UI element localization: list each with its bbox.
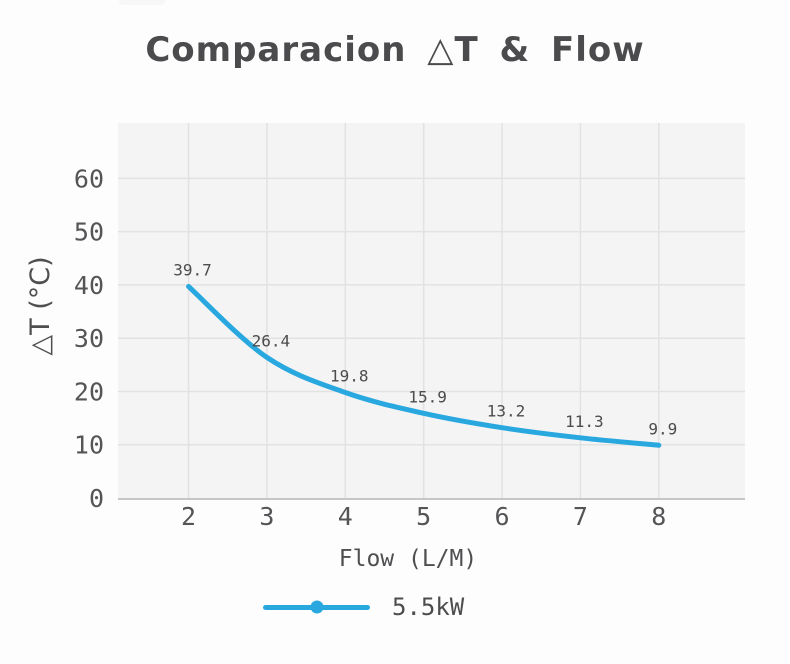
x-tick-label: 4 [338,502,353,531]
x-tick-label: 7 [573,502,588,531]
y-tick-label: 40 [74,271,104,300]
y-tick-label: 60 [74,164,104,193]
y-tick-label: 0 [89,484,104,513]
data-point-label: 39.7 [173,261,212,280]
y-axis-title: △T (°C) [25,256,56,356]
y-tick-label: 20 [74,377,104,406]
x-tick-label: 8 [651,502,666,531]
legend-item-5-5kw[interactable]: 5.5kW [263,592,464,622]
data-point-label: 26.4 [252,331,291,350]
data-point-label: 9.9 [648,419,677,438]
x-tick-label: 3 [259,502,274,531]
data-point-label: 11.3 [565,412,604,431]
x-axis-title: Flow (L/M) [338,546,478,572]
legend-dot-icon [310,600,323,614]
plot-background [118,123,745,498]
y-tick-label: 50 [74,218,104,247]
x-tick-label: 2 [181,502,196,531]
y-tick-label: 10 [74,431,104,460]
data-point-label: 15.9 [408,387,447,406]
series-line-5-5kw [186,284,662,448]
x-tick-label: 5 [416,502,431,531]
chart-title: Comparacion △T & Flow [145,30,645,70]
x-tick-label: 6 [495,502,510,531]
legend-line-marker [263,600,370,614]
data-point-label: 13.2 [487,402,526,421]
legend-series-label: 5.5kW [392,593,465,621]
top-notch [119,0,165,5]
data-point-label: 19.8 [330,367,369,386]
y-tick-label: 30 [74,324,104,353]
